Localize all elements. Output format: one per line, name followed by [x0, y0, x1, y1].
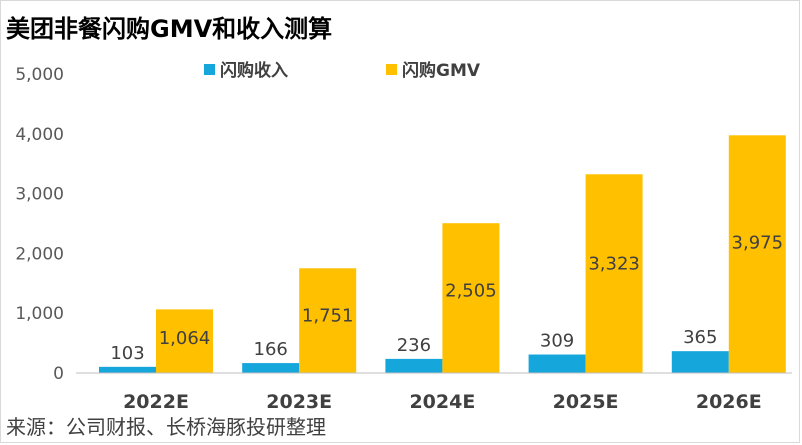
- y-tick-label: 0: [53, 364, 64, 384]
- x-axis: 2022E 2023E 2024E 2025E 2026E: [76, 372, 792, 413]
- data-label: 309: [540, 331, 574, 352]
- legend-label-gmv: 闪购GMV: [402, 60, 481, 81]
- x-tick-label: 2023E: [266, 391, 332, 413]
- legend-swatch-revenue: [204, 64, 215, 75]
- legend-swatch-gmv: [386, 64, 397, 75]
- data-labels: 103 1,064 166 1,751 236 2,505 309 3,323 365 3,975: [110, 232, 783, 364]
- data-label: 236: [397, 335, 431, 356]
- data-label: 365: [683, 327, 717, 348]
- revenue-bar: [528, 354, 586, 373]
- revenue-bar: [671, 351, 729, 373]
- y-tick-label: 5,000: [15, 65, 64, 85]
- data-label: 103: [110, 343, 144, 364]
- revenue-bar: [99, 366, 156, 373]
- gmv-bar: [728, 135, 786, 373]
- y-tick-label: 1,000: [15, 304, 64, 324]
- gmv-bar: [585, 174, 643, 373]
- bars: [99, 135, 786, 373]
- legend-label-revenue: 闪购收入: [220, 60, 288, 81]
- gmv-bar: [299, 268, 357, 373]
- y-tick-label: 4,000: [15, 125, 64, 145]
- y-tick-label: 3,000: [15, 185, 64, 205]
- data-label: 3,975: [732, 232, 784, 253]
- x-tick-label: 2026E: [696, 391, 762, 413]
- gmv-bar: [156, 309, 213, 373]
- data-label: 3,323: [588, 254, 640, 275]
- data-label: 2,505: [445, 281, 497, 302]
- y-axis: 0 1,000 2,000 3,000 4,000 5,000: [15, 65, 64, 384]
- revenue-bar: [385, 358, 443, 373]
- y-tick-label: 2,000: [15, 244, 64, 264]
- legend: 闪购收入 闪购GMV: [204, 60, 481, 81]
- source-note: 来源：公司财报、长桥海豚投研整理: [6, 415, 326, 439]
- x-tick-label: 2025E: [553, 391, 619, 413]
- x-tick-label: 2022E: [123, 391, 189, 413]
- data-label: 1,064: [159, 328, 211, 349]
- chart-title: 美团非餐闪购GMV和收入测算: [6, 15, 333, 43]
- data-label: 166: [254, 339, 288, 360]
- data-label: 1,751: [302, 305, 354, 326]
- x-tick-label: 2024E: [409, 391, 475, 413]
- gmv-bar: [442, 223, 500, 373]
- revenue-bar: [242, 363, 300, 373]
